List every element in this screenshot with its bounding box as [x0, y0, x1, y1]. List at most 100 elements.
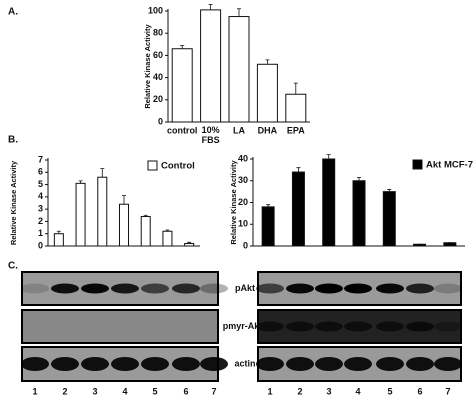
legend-swatch — [147, 160, 158, 171]
blot-band — [256, 283, 284, 294]
y-tick-label: 100 — [148, 5, 163, 15]
x-tick-label: 10% FBS — [202, 125, 220, 145]
y-tick-label: 0 — [38, 240, 43, 250]
y-tick-label: 10 — [238, 219, 248, 229]
blot-band — [344, 321, 372, 332]
error-bar — [357, 177, 361, 181]
blot-band — [256, 357, 284, 371]
bar — [382, 191, 396, 247]
error-bar — [143, 214, 148, 217]
y-tick-label: 0 — [243, 240, 248, 250]
blot-band — [406, 321, 434, 332]
y-tick-label: 60 — [153, 50, 163, 60]
blot-band — [256, 321, 284, 332]
bar — [443, 242, 457, 247]
x-tick-label: control — [167, 125, 198, 135]
error-bar — [78, 180, 83, 184]
blot-band — [406, 283, 434, 294]
bar — [285, 93, 307, 123]
error-bar — [326, 154, 331, 159]
x-tick-label-line: 10% — [202, 125, 220, 135]
blot-band — [200, 357, 228, 371]
blot-band — [81, 283, 109, 294]
error-bar — [180, 45, 185, 49]
lane-label: 5 — [387, 386, 392, 396]
lane-label: 2 — [297, 386, 302, 396]
blot-band — [51, 283, 79, 294]
blot-band — [286, 321, 314, 332]
blot-band — [141, 283, 169, 294]
x-tick-label-line: FBS — [202, 135, 220, 145]
blot-band — [141, 357, 169, 371]
error-bar — [56, 230, 61, 234]
blot-band — [51, 357, 79, 371]
lane-label: 2 — [62, 386, 67, 396]
lane-label: 6 — [183, 386, 188, 396]
y-tick-label: 30 — [238, 175, 248, 185]
x-tick-label: LA — [233, 125, 245, 135]
bar — [75, 182, 86, 247]
y-tick-label: 6 — [38, 167, 43, 177]
panel-label: A. — [8, 7, 18, 18]
legend-swatch — [412, 159, 423, 170]
error-bar — [100, 168, 105, 178]
blot-band — [315, 283, 343, 294]
y-tick-label: 4 — [38, 191, 43, 201]
bar — [119, 203, 129, 247]
y-tick-label: 7 — [38, 154, 43, 164]
legend-label: Control — [161, 161, 195, 172]
bar — [184, 243, 195, 247]
y-tick-label: 0 — [158, 116, 163, 126]
lane-label: 4 — [355, 386, 360, 396]
error-bar — [293, 82, 298, 95]
lane-label: 5 — [152, 386, 157, 396]
lane-label: 7 — [211, 386, 216, 396]
blot-band — [315, 357, 343, 371]
lane-label: 6 — [417, 386, 422, 396]
bar — [228, 16, 250, 123]
blot-band — [376, 283, 404, 294]
blot-band — [81, 357, 109, 371]
blot-row-label: pAkt — [235, 283, 255, 293]
blot-band — [172, 357, 200, 371]
x-tick-label: DHA — [258, 125, 278, 135]
blot-band — [172, 283, 200, 294]
bar — [352, 180, 366, 247]
y-axis-label: Relative Kinase Activity — [143, 24, 152, 109]
error-bar — [208, 3, 213, 10]
error-bar — [296, 167, 301, 173]
error-bar — [165, 229, 170, 232]
error-bar — [387, 189, 392, 192]
lane-label: 7 — [445, 386, 450, 396]
bar — [140, 216, 151, 247]
y-tick-label: 40 — [153, 72, 163, 82]
lane-label: 3 — [92, 386, 97, 396]
y-tick-label: 40 — [238, 153, 248, 163]
blot-band — [21, 283, 49, 294]
blot-band — [111, 283, 139, 294]
bar — [291, 171, 305, 247]
blot-band — [434, 283, 462, 294]
y-tick-label: 20 — [238, 197, 248, 207]
blot-band — [434, 357, 462, 371]
blot-band — [376, 357, 404, 371]
y-tick-label: 1 — [38, 228, 43, 238]
lane-label: 1 — [267, 386, 272, 396]
blot-band — [434, 321, 462, 332]
bar — [256, 63, 278, 123]
bar — [97, 176, 108, 247]
bar — [162, 230, 173, 247]
blot-row-label: actin — [234, 358, 255, 368]
error-bar — [237, 8, 241, 17]
blot-band — [406, 357, 434, 371]
panel-label: C. — [8, 261, 18, 272]
bar — [322, 158, 336, 247]
y-axis-label: Relative Kinase Activity — [9, 160, 18, 245]
blot-band — [376, 321, 404, 332]
blot-band — [286, 283, 314, 294]
error-bar — [266, 204, 271, 207]
y-axis-label: Relative Kinase Activity — [229, 160, 238, 245]
y-tick-label: 20 — [153, 94, 163, 104]
y-tick-label: 5 — [38, 179, 43, 189]
blot-band — [344, 283, 372, 294]
